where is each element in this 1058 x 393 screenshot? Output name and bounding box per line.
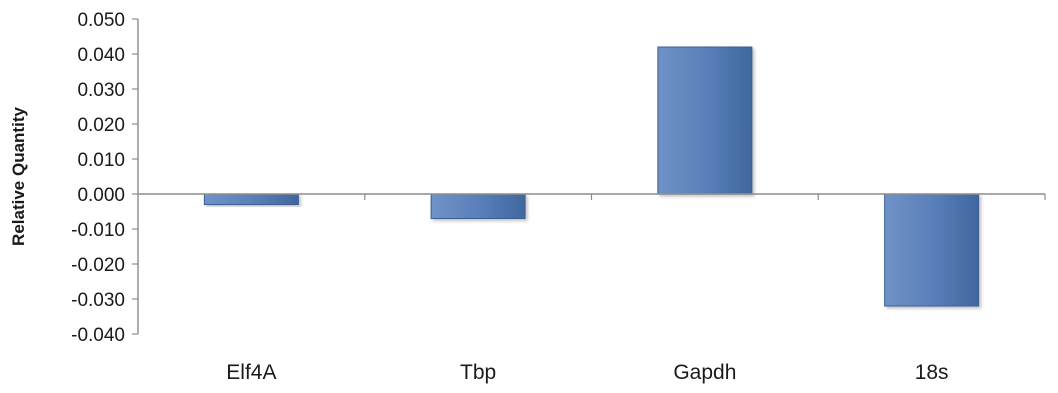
y-axis-title: Relative Quantity (9, 107, 28, 246)
bar-18s (884, 193, 980, 307)
bar-gapdh (657, 46, 753, 195)
x-category-label: Tbp (460, 361, 496, 384)
bar-tbp (430, 193, 526, 219)
y-tick-label: -0.020 (71, 255, 125, 276)
y-tick-label: 0.030 (77, 80, 125, 101)
y-tick-label: -0.030 (71, 290, 125, 311)
y-tick-label: 0.050 (77, 10, 125, 31)
x-category-label: Gapdh (673, 361, 736, 384)
y-tick-label: 0.020 (77, 115, 125, 136)
y-tick-label: 0.010 (77, 150, 125, 171)
bar-elf4a (203, 193, 299, 205)
y-tick-label: -0.010 (71, 220, 125, 241)
y-tick-label: 0.000 (77, 185, 125, 206)
y-tick-label: 0.040 (77, 45, 125, 66)
x-category-label: Elf4A (226, 361, 276, 384)
y-tick-label: -0.040 (71, 325, 125, 346)
x-category-label: 18s (915, 361, 949, 384)
